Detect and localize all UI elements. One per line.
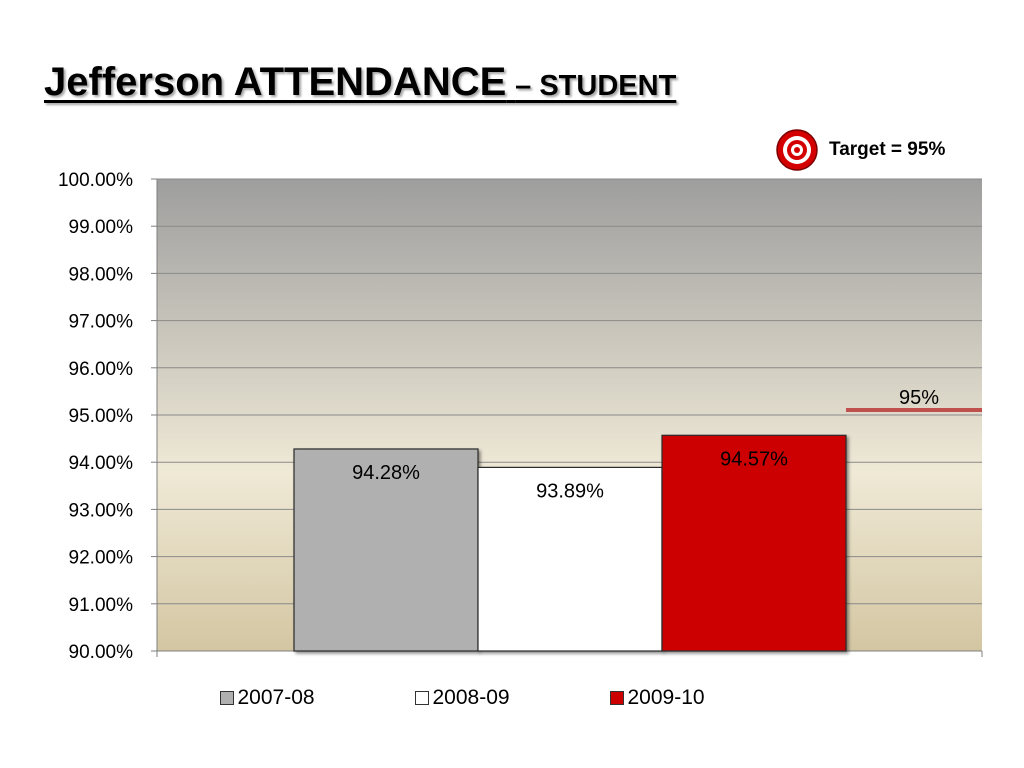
- target-icon: [776, 129, 818, 171]
- y-tick-label: 93.00%: [69, 500, 134, 521]
- page-title: Jefferson ATTENDANCE – STUDENT: [44, 60, 676, 105]
- y-tick-label: 92.00%: [69, 548, 134, 569]
- data-label-2009-10: 94.57%: [720, 448, 788, 470]
- data-label-2007-08: 94.28%: [352, 462, 420, 484]
- legend-label-2009-10: 2009-10: [627, 686, 705, 709]
- bar-2008-09: [477, 466, 663, 652]
- target-indicator: Target = 95%: [775, 128, 945, 172]
- y-tick-label: 90.00%: [69, 642, 134, 663]
- y-tick-label: 98.00%: [69, 264, 134, 285]
- legend-swatch-2007-08: [219, 691, 234, 705]
- y-tick-label: 100.00%: [58, 170, 133, 191]
- bar-2009-10: [661, 434, 847, 652]
- chart-legend: 2007-08 2008-09 2009-10: [0, 686, 1024, 710]
- y-tick-label: 95.00%: [69, 406, 134, 427]
- legend-label-2008-09: 2008-09: [432, 686, 510, 709]
- title-main: Jefferson ATTENDANCE: [44, 60, 507, 104]
- legend-swatch-2009-10: [609, 691, 624, 705]
- legend-label-2007-08: 2007-08: [237, 686, 315, 709]
- legend-item-2008-09: 2008-09: [414, 686, 610, 710]
- legend-item-2009-10: 2009-10: [609, 686, 805, 710]
- target-line-label: 95%: [899, 387, 939, 409]
- legend-item-2007-08: 2007-08: [219, 686, 415, 710]
- y-tick-label: 97.00%: [69, 312, 134, 333]
- y-tick-label: 91.00%: [69, 595, 134, 616]
- y-tick-label: 99.00%: [69, 217, 134, 238]
- legend-swatch-2008-09: [414, 691, 429, 705]
- y-tick-label: 96.00%: [69, 359, 134, 380]
- data-label-2008-09: 93.89%: [536, 480, 604, 502]
- target-label: Target = 95%: [829, 139, 946, 160]
- title-subtitle: – STUDENT: [515, 70, 677, 102]
- bar-2007-08: [293, 448, 479, 652]
- y-tick-label: 94.00%: [69, 453, 134, 474]
